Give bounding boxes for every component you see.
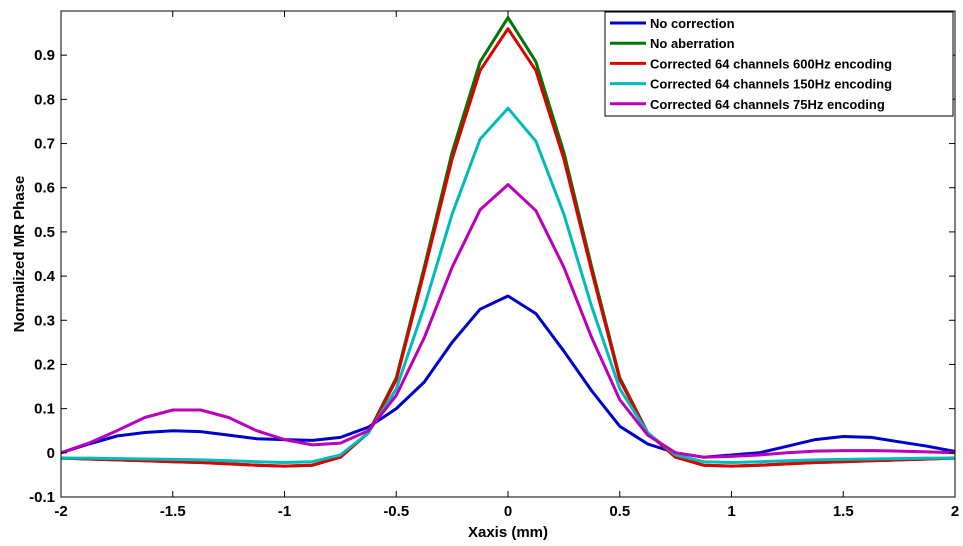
- y-tick-label: 0.6: [34, 180, 55, 197]
- x-tick-label: 1.5: [833, 503, 854, 520]
- y-tick-label: 0.5: [34, 224, 55, 241]
- y-tick-label: 0.8: [34, 91, 55, 108]
- x-tick-label: 0: [504, 503, 512, 520]
- legend-label: Corrected 64 channels 75Hz encoding: [650, 97, 885, 112]
- x-tick-label: 2: [951, 503, 959, 520]
- series-line-5: [60, 183, 956, 459]
- x-tick-label: -0.5: [383, 503, 409, 520]
- legend-box: [604, 11, 954, 117]
- x-tick-label: -1.5: [160, 503, 186, 520]
- legend-label: No aberration: [650, 36, 735, 51]
- x-tick-label: -2: [54, 503, 67, 520]
- y-tick-label: -0.1: [29, 489, 55, 506]
- legend-label: No correction: [650, 16, 735, 31]
- y-tick-label: 0.9: [34, 47, 55, 64]
- x-tick-label: 0.5: [609, 503, 630, 520]
- y-tick-label: 0.7: [34, 136, 55, 153]
- y-tick-label: 0: [47, 445, 55, 462]
- x-tick-label: -1: [278, 503, 291, 520]
- y-tick-label: 0.1: [34, 401, 55, 418]
- x-tick-label: 1: [727, 503, 735, 520]
- series-layer: [60, 16, 956, 468]
- legend: No correction No aberration Corrected 64 c…: [604, 11, 954, 117]
- y-tick-label: 0.4: [34, 268, 56, 285]
- legend-label: Corrected 64 channels 150Hz encoding: [650, 77, 892, 92]
- y-tick-label: 0.2: [34, 356, 55, 373]
- y-axis-label: Normalized MR Phase: [11, 176, 28, 333]
- legend-label: Corrected 64 channels 600Hz encoding: [650, 56, 892, 71]
- series-line-4: [61, 106, 955, 464]
- series-line-3: [60, 27, 956, 468]
- series-line-1: [60, 294, 956, 459]
- x-axis-label: Xaxis (mm): [468, 524, 548, 541]
- y-tick-label: 0.3: [34, 312, 55, 329]
- tick-layer: -2 -1.5 -1 -0.5 0 0.5 1 1.5 2 -0.1 0 0.1 0.2 0.3 0.4 0.…: [29, 11, 959, 520]
